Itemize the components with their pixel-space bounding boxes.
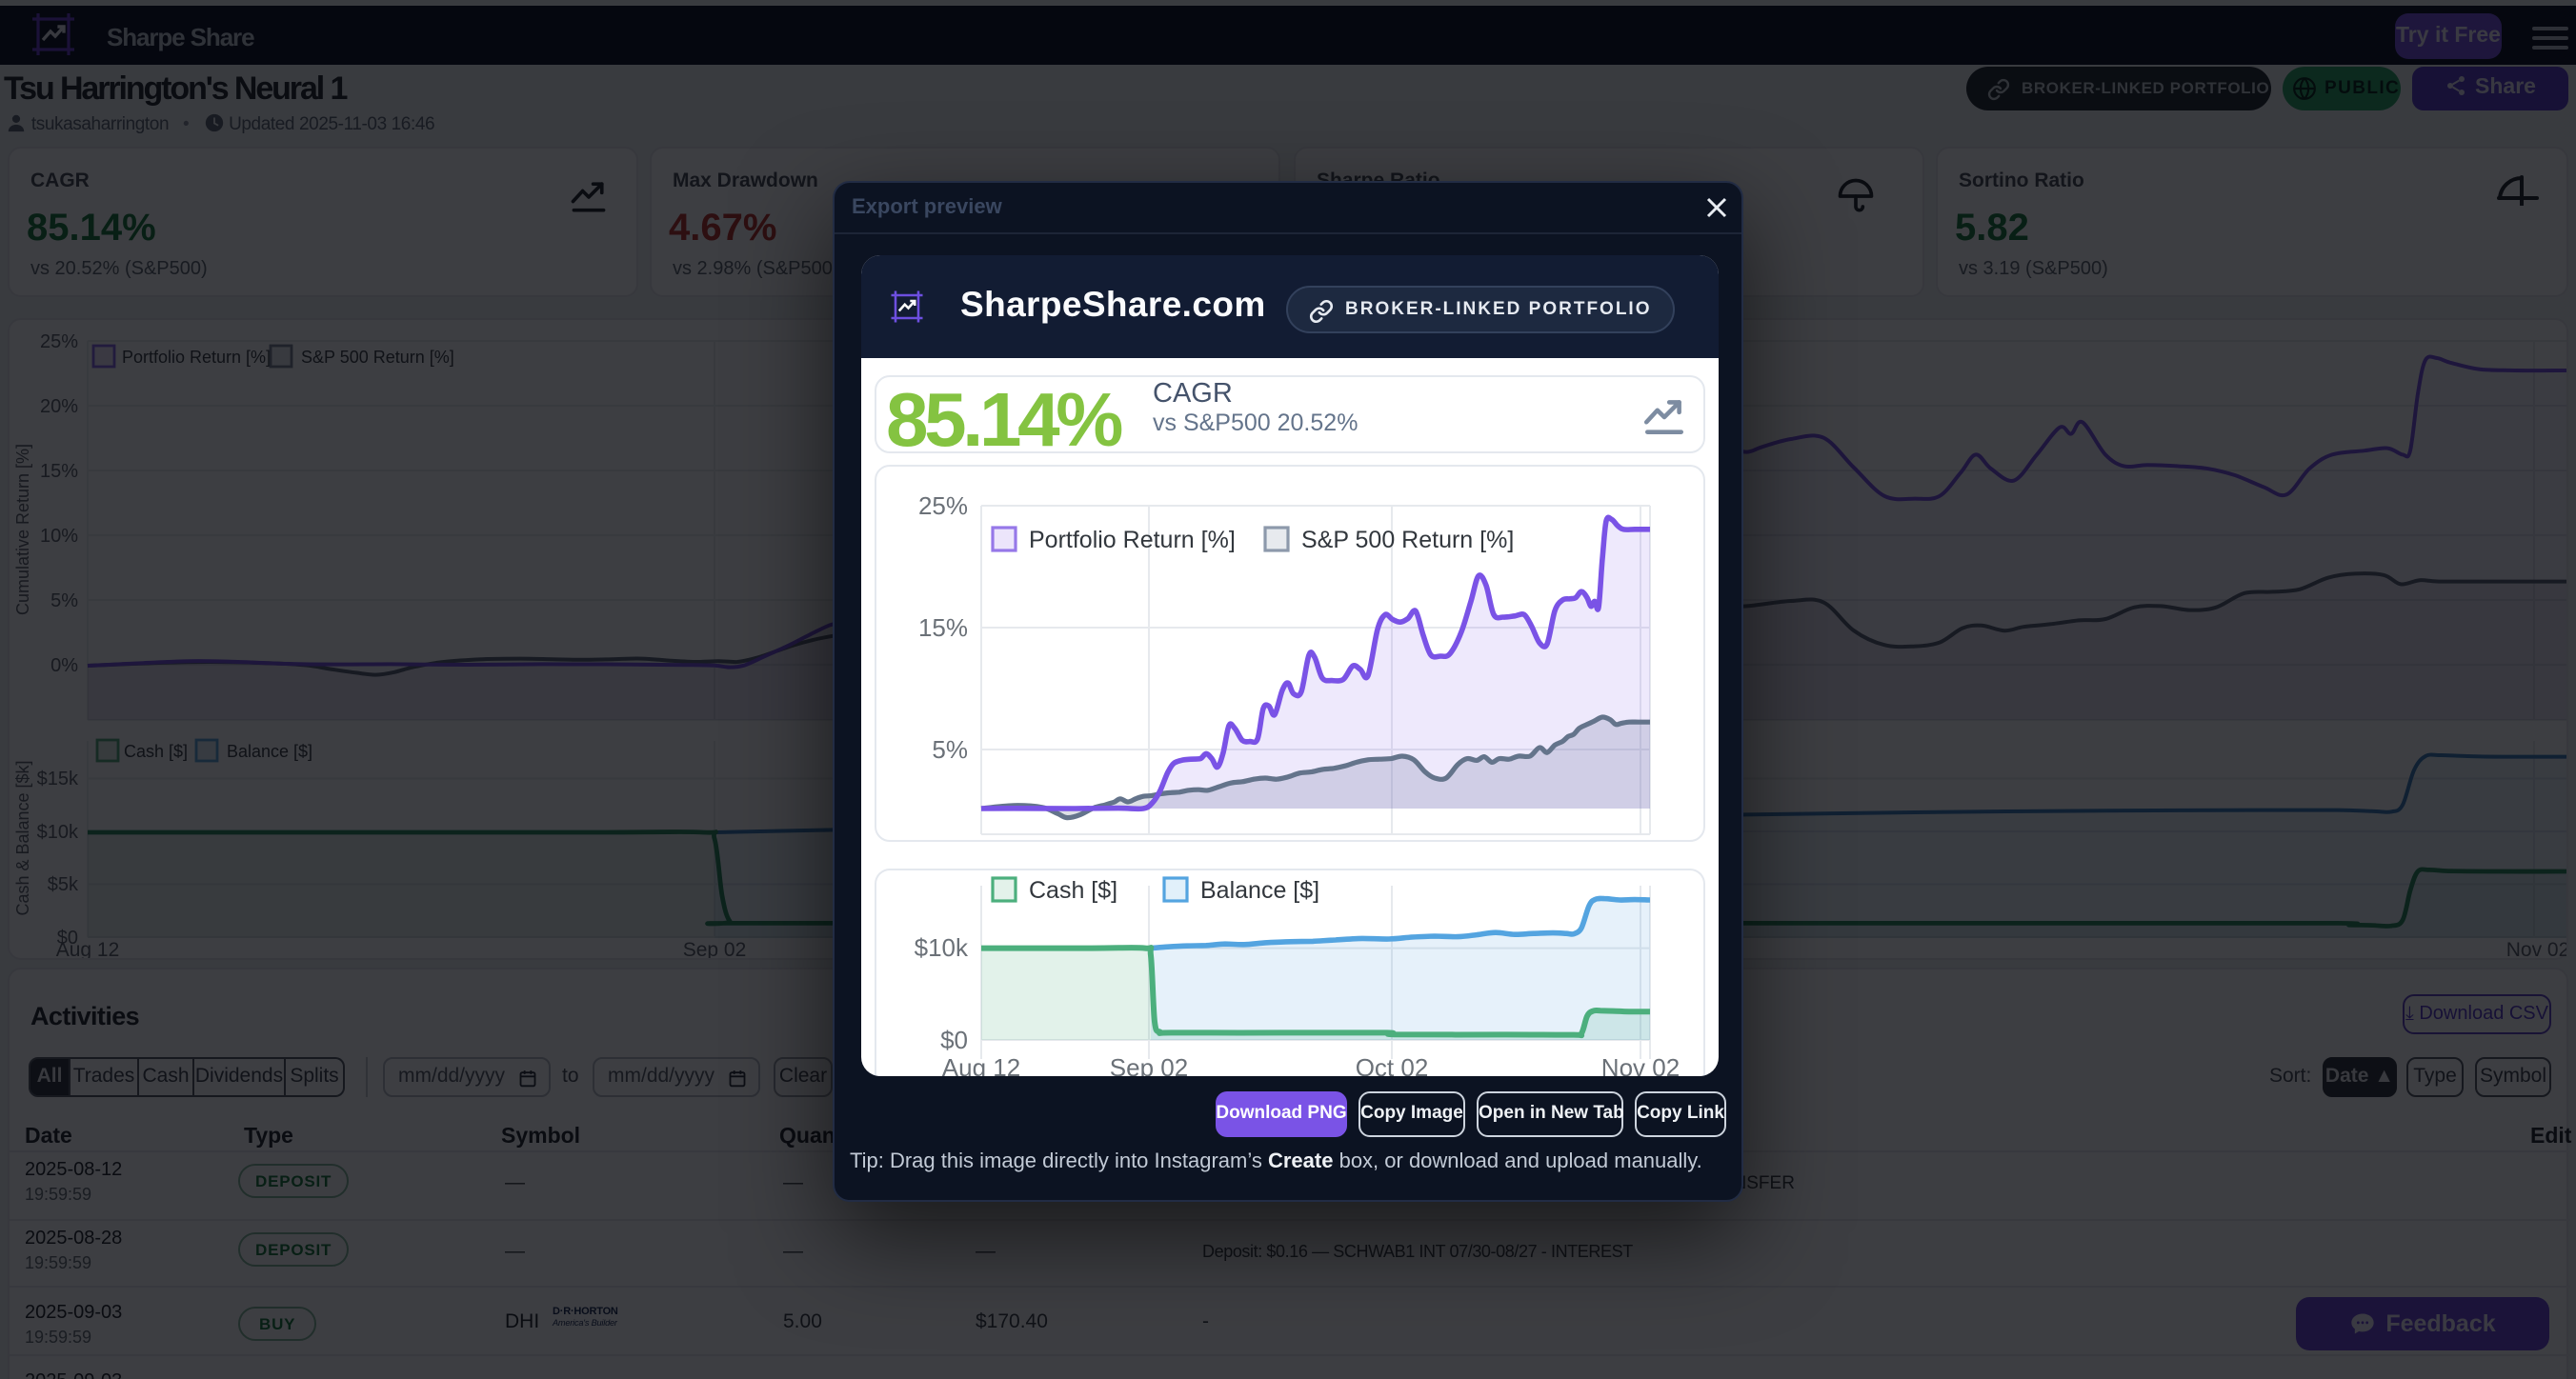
svg-text:$0: $0 — [940, 1026, 968, 1054]
svg-text:Oct 02: Oct 02 — [1356, 1053, 1429, 1076]
svg-text:Cash [$]: Cash [$] — [1029, 877, 1117, 904]
svg-text:5%: 5% — [932, 735, 968, 764]
svg-text:25%: 25% — [918, 491, 968, 520]
svg-text:15%: 15% — [918, 613, 968, 642]
svg-text:Aug 12: Aug 12 — [942, 1053, 1020, 1076]
svg-text:Nov 02: Nov 02 — [1601, 1053, 1680, 1076]
svg-text:Balance [$]: Balance [$] — [1200, 877, 1319, 904]
svg-text:$10k: $10k — [915, 933, 969, 962]
svg-text:Portfolio Return [%]: Portfolio Return [%] — [1029, 527, 1236, 553]
svg-text:Sep 02: Sep 02 — [1110, 1053, 1188, 1076]
svg-text:S&P 500 Return [%]: S&P 500 Return [%] — [1301, 527, 1514, 553]
